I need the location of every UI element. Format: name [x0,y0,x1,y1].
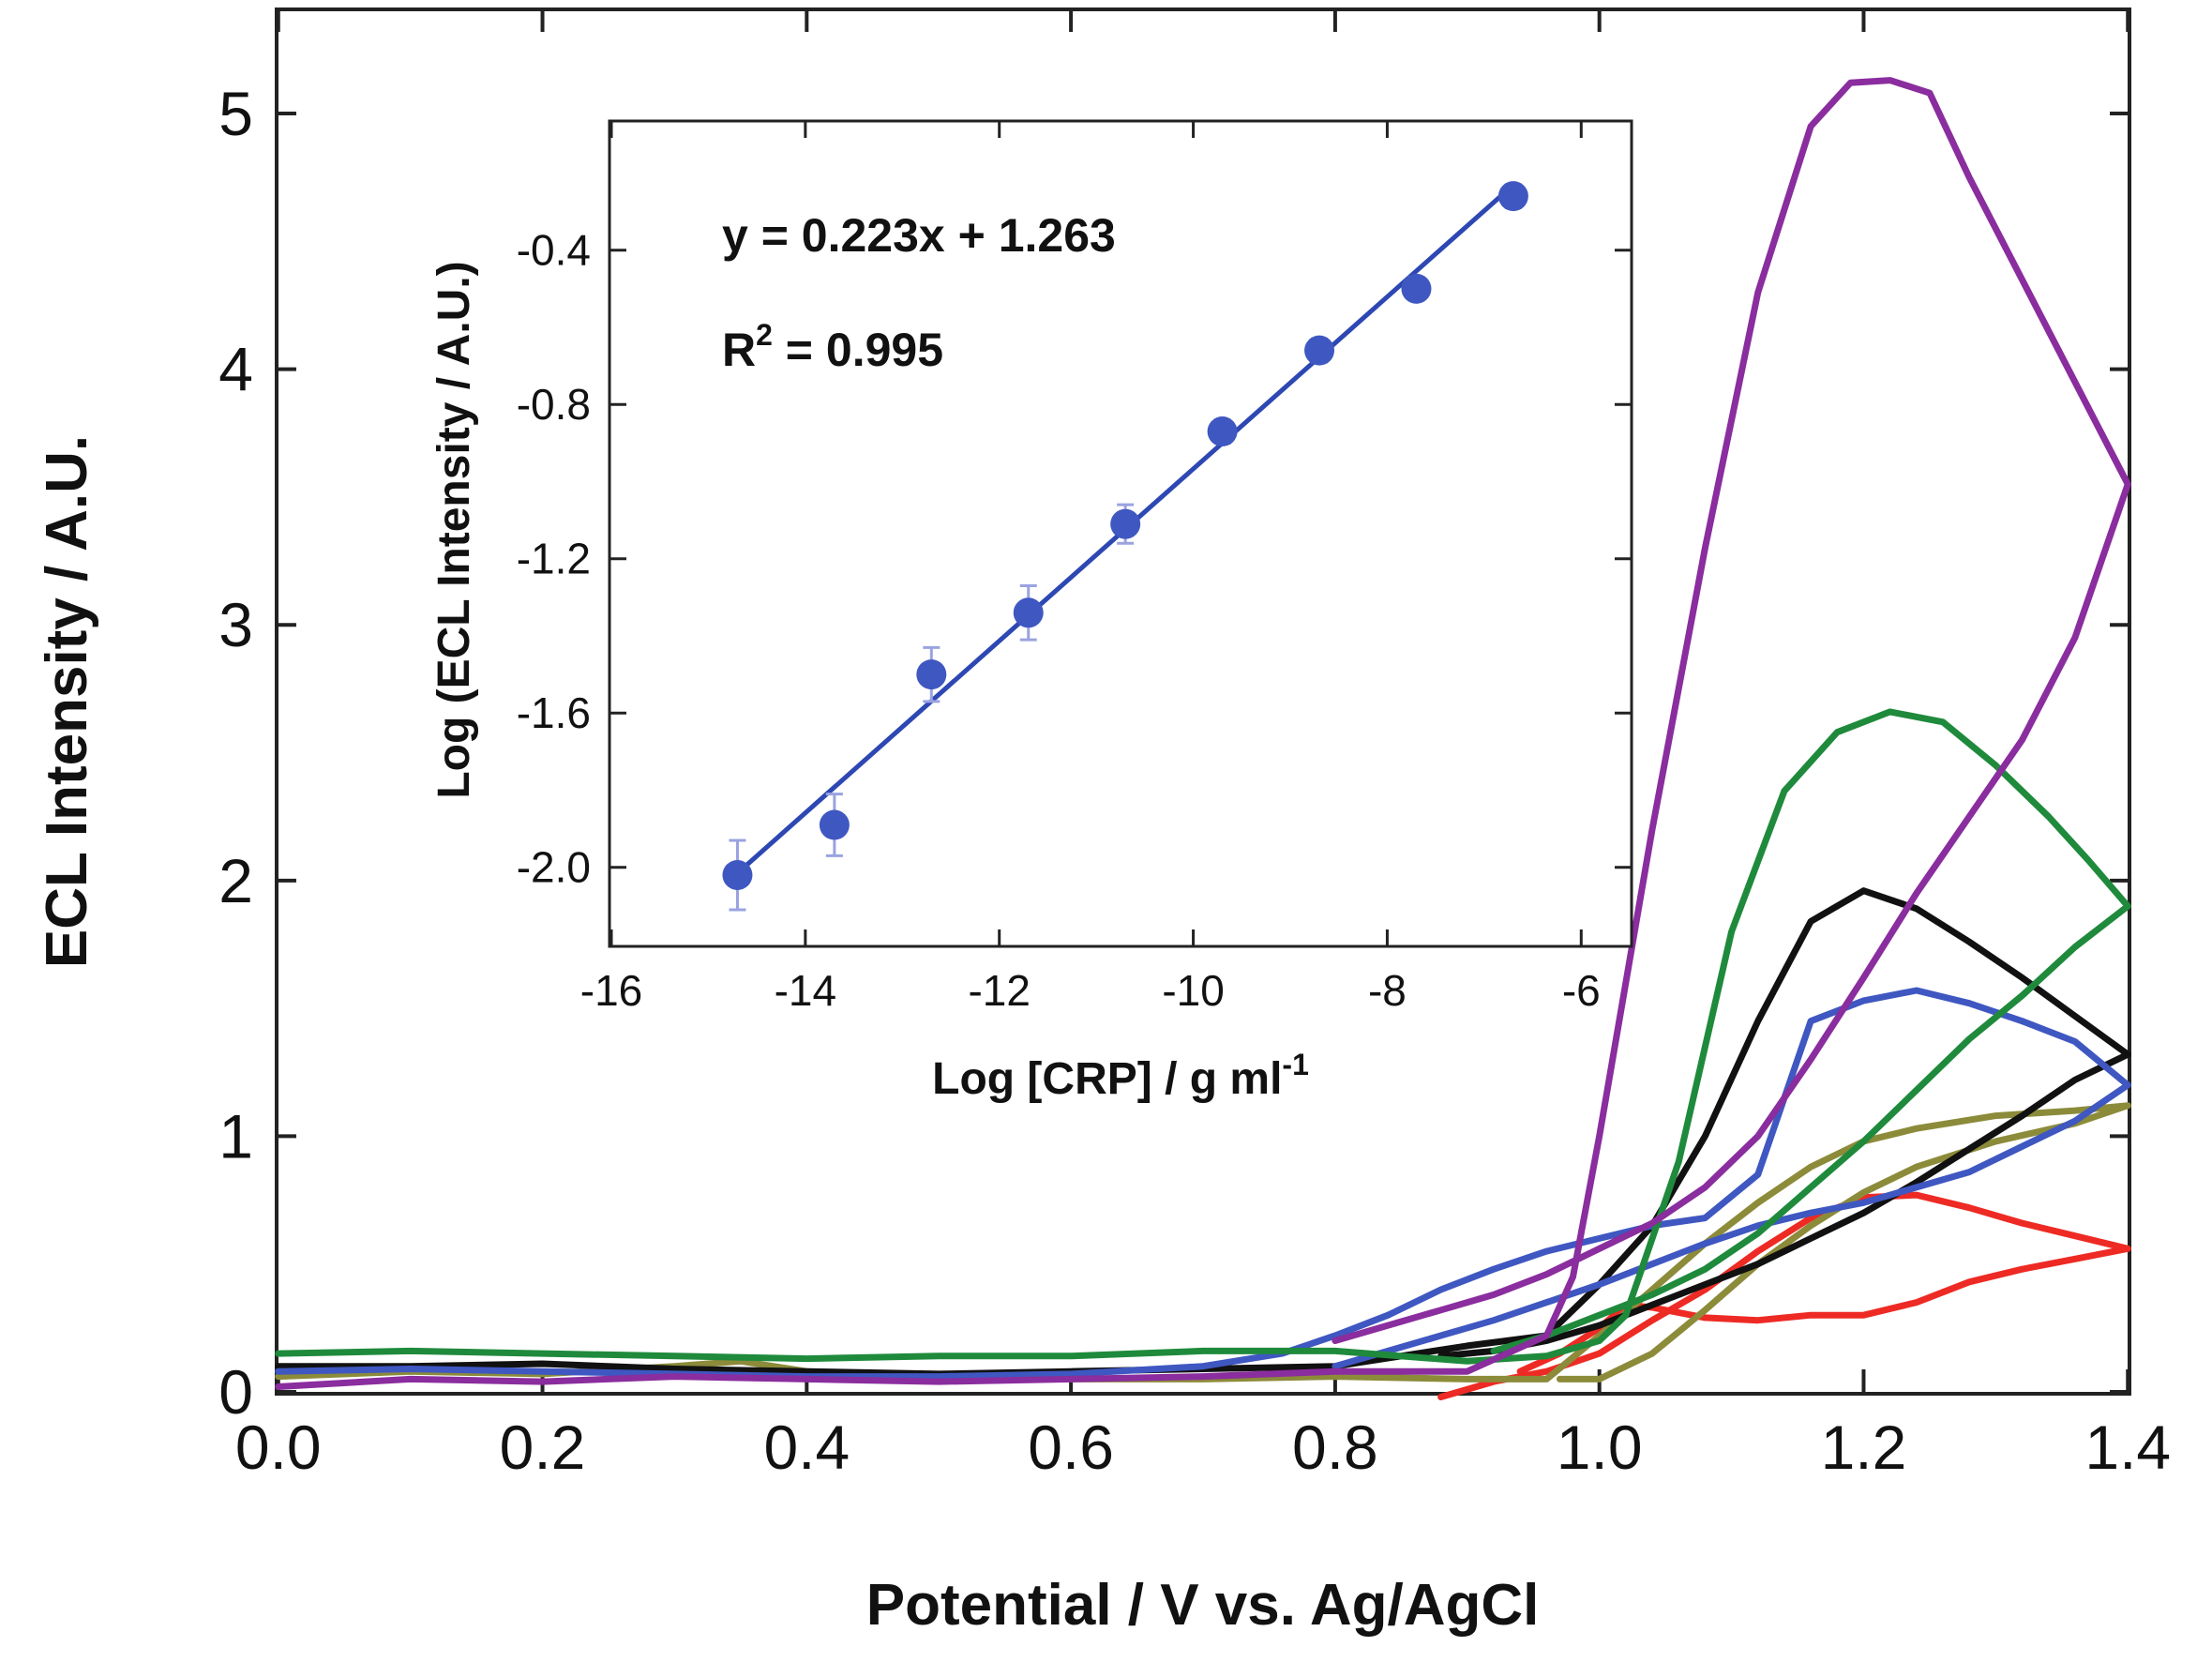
main-x-tick-label: 0.8 [1292,1413,1378,1482]
main-x-tick-label: 0.0 [235,1413,322,1482]
series-line-blue [278,990,2129,1377]
series-line-green [278,712,2129,1361]
data-point [916,659,947,690]
main-y-tick-label: 1 [218,1101,253,1171]
inset-x-tick-label: -16 [580,966,642,1015]
main-x-tick-label: 1.2 [1821,1413,1907,1482]
main-y-tick-label: 3 [218,590,253,659]
main-x-tick-label: 0.4 [763,1413,850,1482]
inset-y-axis-title: Log (ECL Intensity / A.U.) [429,261,479,798]
inset-r-squared: R2 = 0.995 [722,318,943,376]
main-y-tick-label: 4 [218,335,253,404]
main-y-axis-title: ECL Intensity / A.U. [35,435,99,968]
data-point [1013,597,1044,628]
inset-x-axis-title: Log [CRP] / g ml-1 [932,1048,1309,1104]
inset-y-tick-label: -1.2 [517,535,591,583]
data-point [1304,335,1335,366]
inset-plot: -2.0-1.6-1.2-0.8-0.4 -16 -14 -12 -10 -8 -6 y … [429,119,1633,1104]
data-point [1110,508,1141,539]
data-point [1207,416,1238,447]
r-squared-value: = 0.995 [773,324,943,376]
r-squared-letter: R [722,324,756,376]
data-point [1401,273,1432,304]
inset-equation: y = 0.223x + 1.263 [722,209,1116,262]
data-point [722,859,753,890]
main-x-ticks: 0.0 0.2 0.4 0.6 0.8 1.0 1.2 1.4 [235,9,2171,1482]
r-squared-superscript: 2 [756,318,773,352]
inset-y-tick-label: -0.8 [517,380,591,429]
main-x-tick-label: 0.6 [1028,1413,1114,1482]
inset-y-tick-label: -0.4 [517,226,591,275]
main-x-tick-label: 1.0 [1557,1413,1643,1482]
data-point [819,809,850,840]
series-line-red [1441,1195,2129,1397]
data-point [1497,181,1528,212]
inset-x-tick-label: -6 [1562,966,1601,1015]
main-y-tick-label: 2 [218,846,253,915]
main-x-axis-title: Potential / V vs. Ag/AgCl [866,1573,1540,1638]
inset-x-tick-label: -10 [1162,966,1224,1015]
main-y-tick-label: 5 [218,79,253,148]
series-line-purple [278,81,2129,1387]
main-x-tick-label: 1.4 [2084,1413,2171,1482]
main-y-tick-label: 0 [218,1357,253,1427]
inset-y-tick-label: -2.0 [517,843,591,892]
inset-x-axis-title-main: Log [CRP] / g ml [932,1054,1282,1104]
inset-y-tick-label: -1.6 [517,688,591,737]
inset-x-tick-label: -12 [968,966,1030,1015]
main-series [278,81,2129,1398]
main-y-ticks: 0 1 2 3 4 5 [218,79,2129,1427]
main-x-tick-label: 0.2 [500,1413,586,1482]
inset-x-ticks: -16 -14 -12 -10 -8 -6 [580,121,1601,1015]
inset-x-axis-title-superscript: -1 [1282,1048,1308,1081]
inset-y-ticks: -2.0 -1.6 -1.2 -0.8 -0.4 [517,226,1632,892]
inset-x-tick-label: -8 [1368,966,1407,1015]
inset-x-tick-label: -14 [775,966,836,1015]
inset-series [722,181,1528,912]
